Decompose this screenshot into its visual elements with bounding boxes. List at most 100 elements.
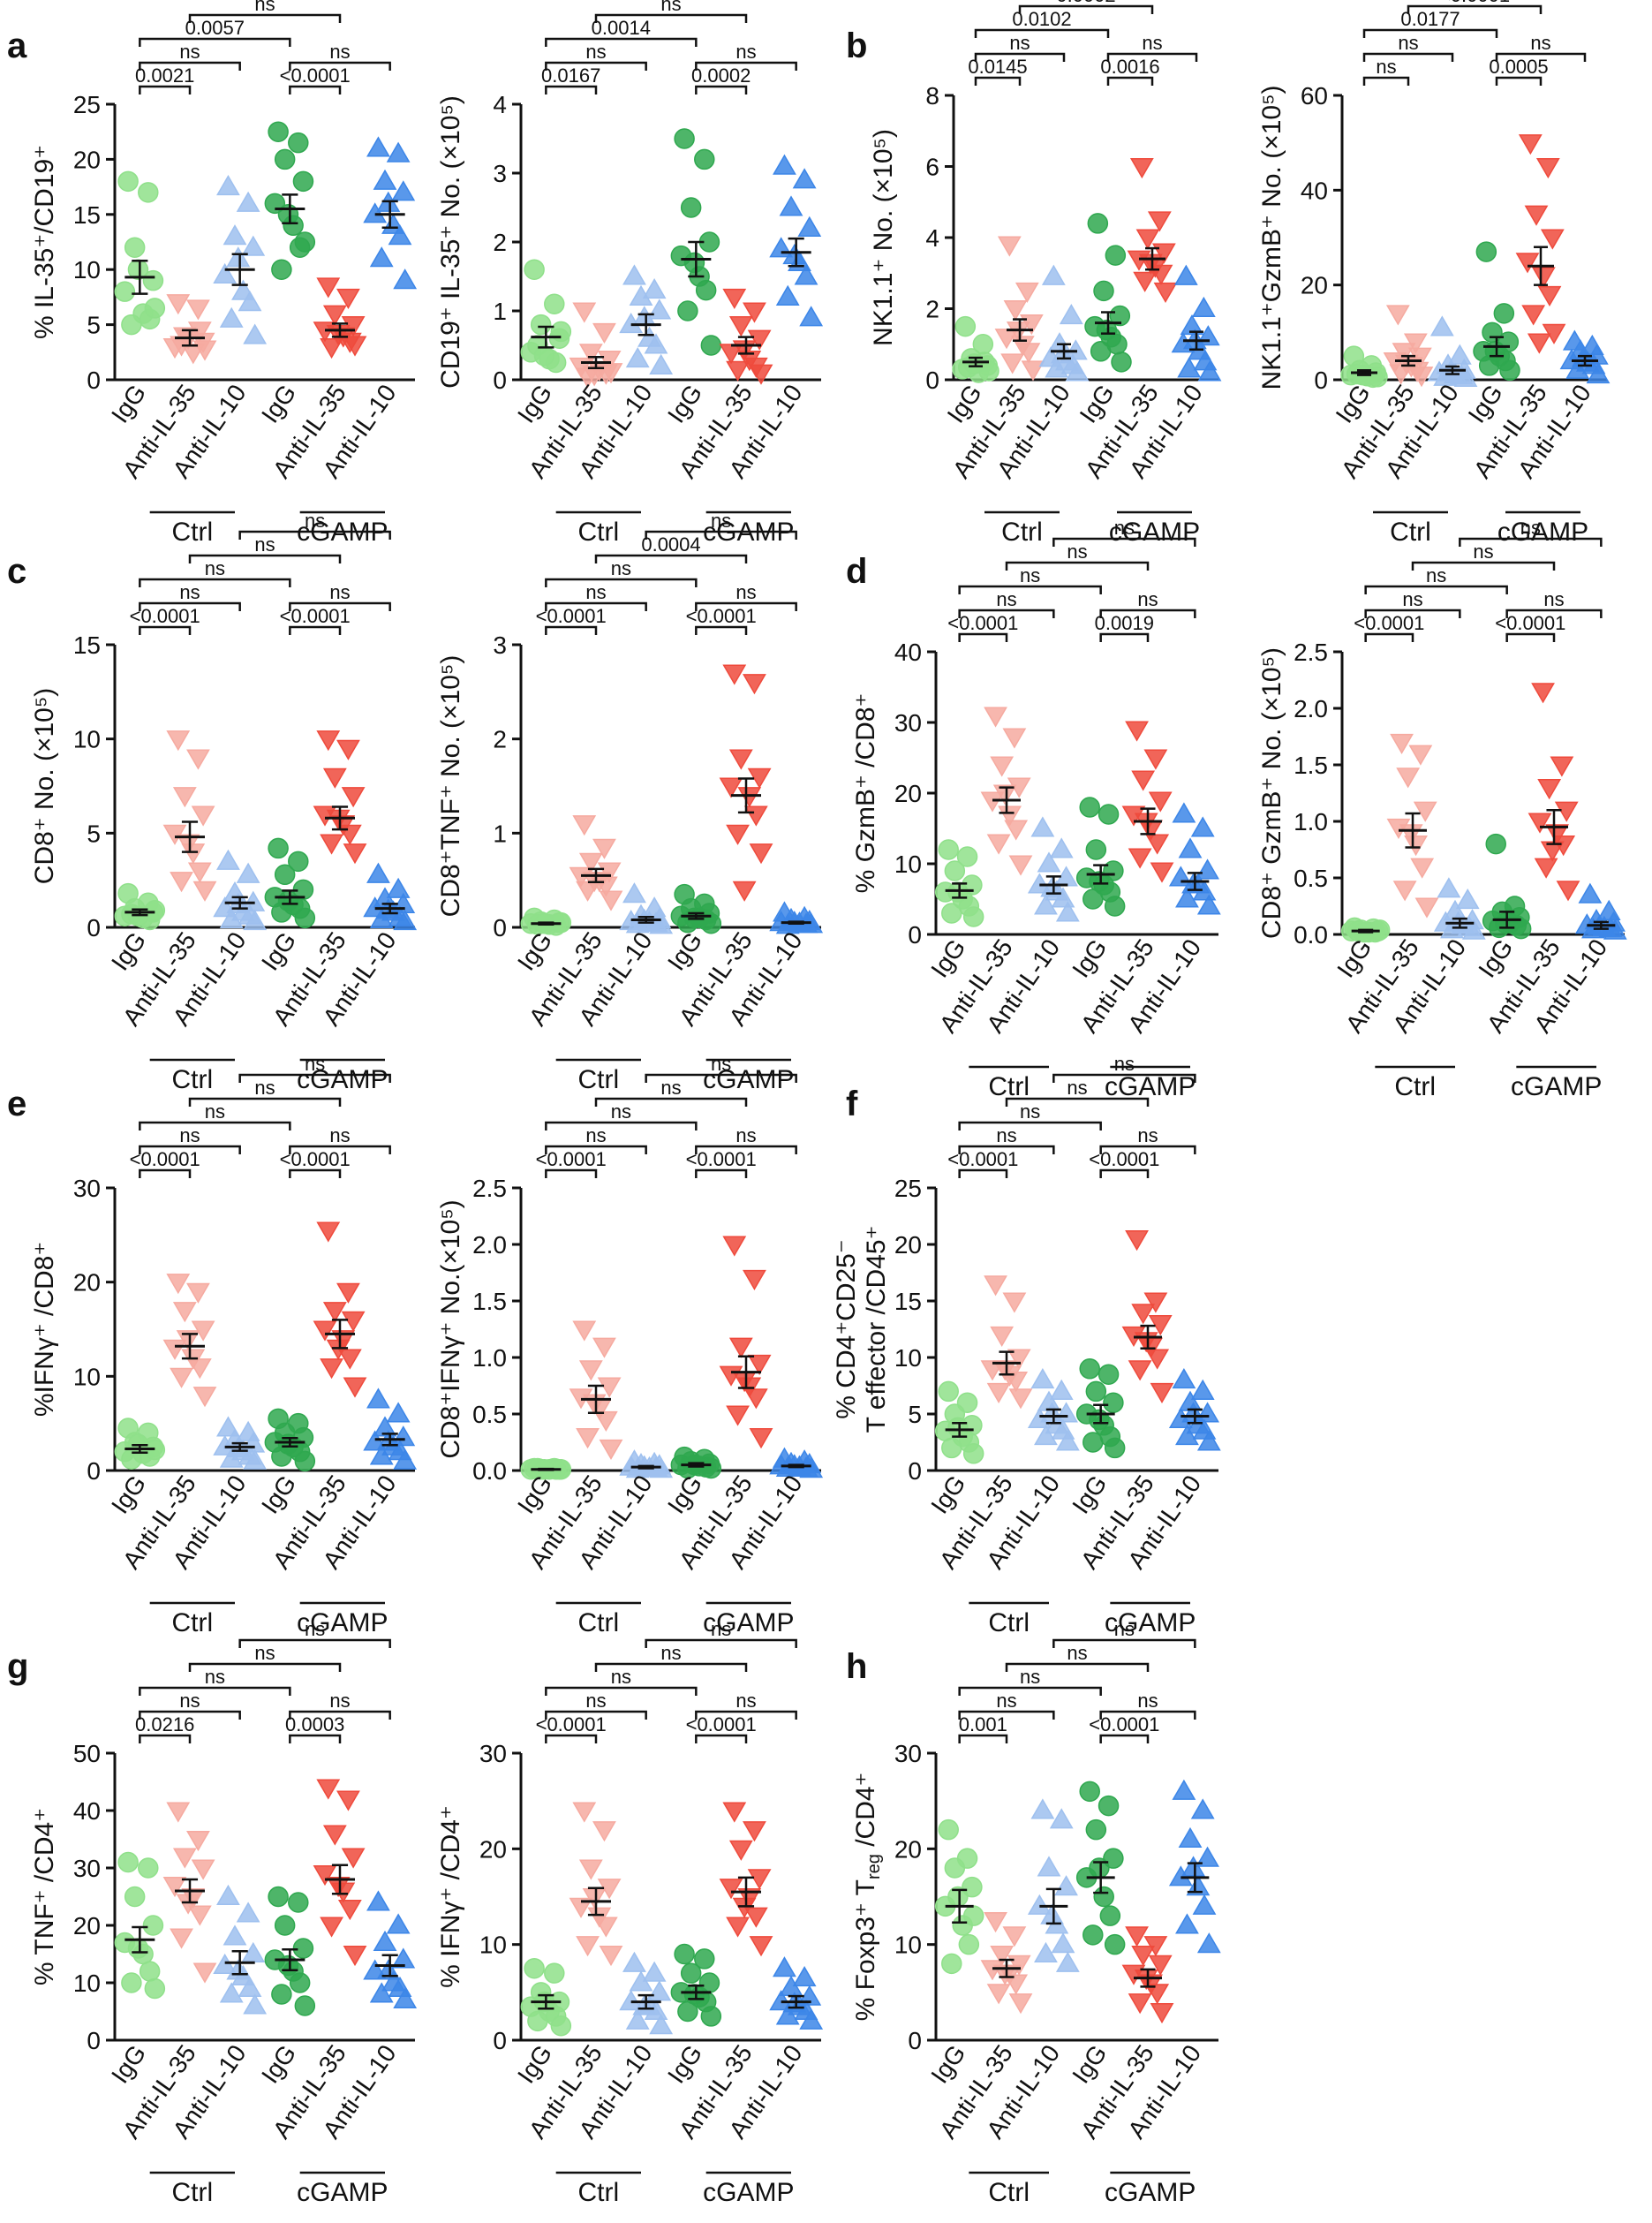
significance-bracket: ns	[139, 1124, 241, 1154]
p-value-label: ns	[996, 1124, 1016, 1146]
data-point	[343, 1377, 367, 1398]
p-value-label: <0.0001	[947, 612, 1018, 634]
p-value-label: 0.0002	[691, 64, 751, 87]
series-3	[1075, 1781, 1126, 1955]
group-label: cGAMP	[1105, 2178, 1196, 2207]
series-0	[934, 839, 984, 927]
p-value-label: 0.0057	[185, 17, 245, 39]
y-tick-label: 30	[73, 1855, 101, 1882]
data-point	[779, 195, 803, 216]
y-axis-label: % GzmB⁺ /CD8⁺	[851, 693, 880, 894]
data-point	[1196, 1430, 1221, 1451]
y-tick-label: 0	[493, 914, 507, 941]
significance-bracket: ns	[238, 1618, 391, 1648]
p-value-label: ns	[660, 1642, 681, 1664]
series-4	[313, 1221, 367, 1398]
series-3	[670, 1446, 722, 1479]
y-tick-label: 15	[894, 1288, 922, 1315]
data-point	[799, 1457, 824, 1478]
data-point	[938, 839, 959, 860]
y-tick-label: 20	[894, 1231, 922, 1259]
data-point	[1085, 839, 1107, 860]
data-point	[366, 1387, 390, 1409]
significance-bracket: 0.0005	[1489, 56, 1549, 86]
group-label: Ctrl	[988, 1072, 1030, 1101]
p-value-label: ns	[735, 41, 756, 63]
p-value-label: 0.0021	[135, 64, 194, 87]
data-point	[732, 881, 757, 902]
data-point	[187, 862, 212, 883]
group-label: Ctrl	[988, 1608, 1030, 1637]
data-point	[792, 1965, 817, 1987]
data-point	[599, 1945, 623, 1967]
data-point	[990, 756, 1015, 777]
y-tick-label: 20	[1301, 272, 1328, 299]
data-point	[572, 302, 597, 323]
x-tick-label: IgG	[662, 2040, 707, 2089]
data-point	[1535, 157, 1560, 179]
significance-bracket: <0.0001	[130, 1148, 200, 1178]
data-point	[343, 336, 367, 357]
data-point	[569, 1897, 593, 1918]
series-1	[162, 294, 217, 365]
y-tick-label: 10	[73, 1970, 101, 1997]
y-tick-label: 2	[493, 229, 507, 256]
data-point	[223, 224, 247, 246]
p-value-label: ns	[305, 510, 325, 532]
data-point	[369, 246, 394, 268]
significance-bracket: ns	[188, 1077, 342, 1107]
p-value-label: ns	[254, 1642, 275, 1664]
data-point	[1131, 1304, 1156, 1325]
data-point	[343, 843, 367, 865]
panel-letter-c: c	[7, 552, 27, 591]
data-point	[644, 333, 668, 354]
group-label: cGAMP	[1109, 518, 1200, 547]
data-point	[1087, 213, 1109, 234]
data-point	[954, 315, 977, 337]
series-1	[569, 815, 623, 911]
data-point	[1008, 1993, 1033, 2015]
data-point	[1537, 779, 1562, 800]
panel-letter-g: g	[7, 1647, 29, 1686]
p-value-label: 0.0216	[135, 1713, 194, 1735]
p-value-label: <0.0001	[686, 605, 757, 627]
significance-bracket: ns	[1052, 1053, 1196, 1083]
series-1	[980, 1275, 1033, 1410]
significance-bracket: ns	[289, 581, 391, 611]
data-point	[1485, 833, 1506, 855]
p-value-label: <0.0001	[686, 1148, 757, 1170]
p-value-label: 0.0177	[1400, 8, 1460, 30]
data-point	[289, 1972, 311, 1993]
significance-bracket: ns	[545, 41, 647, 71]
data-point	[1135, 229, 1160, 250]
data-point	[1172, 1368, 1196, 1389]
y-tick-label: 30	[73, 1175, 101, 1202]
y-tick-label: 10	[73, 1363, 101, 1390]
x-tick-label: IgG	[256, 927, 301, 976]
data-point	[1016, 343, 1041, 364]
y-tick-label: 1.0	[472, 1344, 507, 1372]
data-point	[649, 2014, 674, 2035]
series-2	[213, 1884, 268, 2015]
series-5	[363, 1890, 418, 2009]
significance-bracket: ns	[139, 41, 241, 71]
data-point	[1027, 873, 1052, 894]
significance-bracket: ns	[188, 533, 342, 563]
p-value-label: ns	[1067, 1642, 1087, 1664]
data-point	[986, 834, 1011, 855]
significance-bracket: <0.0001	[1089, 1148, 1159, 1178]
data-point	[1196, 894, 1221, 915]
p-value-label: ns	[329, 1690, 350, 1712]
group-label: Ctrl	[578, 1608, 620, 1637]
data-point	[578, 344, 603, 365]
data-point	[277, 890, 299, 911]
p-value-label: ns	[1473, 541, 1493, 563]
y-tick-label: 2	[493, 726, 507, 753]
data-point	[294, 1450, 316, 1472]
data-point	[277, 1433, 299, 1455]
data-point	[142, 269, 164, 291]
